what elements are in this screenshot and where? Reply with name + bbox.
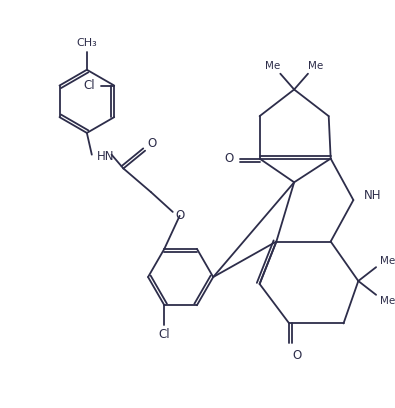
Text: O: O — [147, 137, 157, 150]
Text: Me: Me — [380, 296, 395, 306]
Text: Me: Me — [308, 61, 324, 71]
Text: Cl: Cl — [158, 328, 170, 341]
Text: O: O — [224, 152, 233, 165]
Text: Me: Me — [380, 256, 395, 266]
Text: O: O — [175, 209, 184, 222]
Text: NH: NH — [364, 188, 382, 202]
Text: Me: Me — [265, 61, 280, 71]
Text: O: O — [292, 348, 302, 361]
Text: CH₃: CH₃ — [77, 38, 97, 48]
Text: HN: HN — [97, 150, 115, 163]
Text: Cl: Cl — [84, 79, 95, 92]
